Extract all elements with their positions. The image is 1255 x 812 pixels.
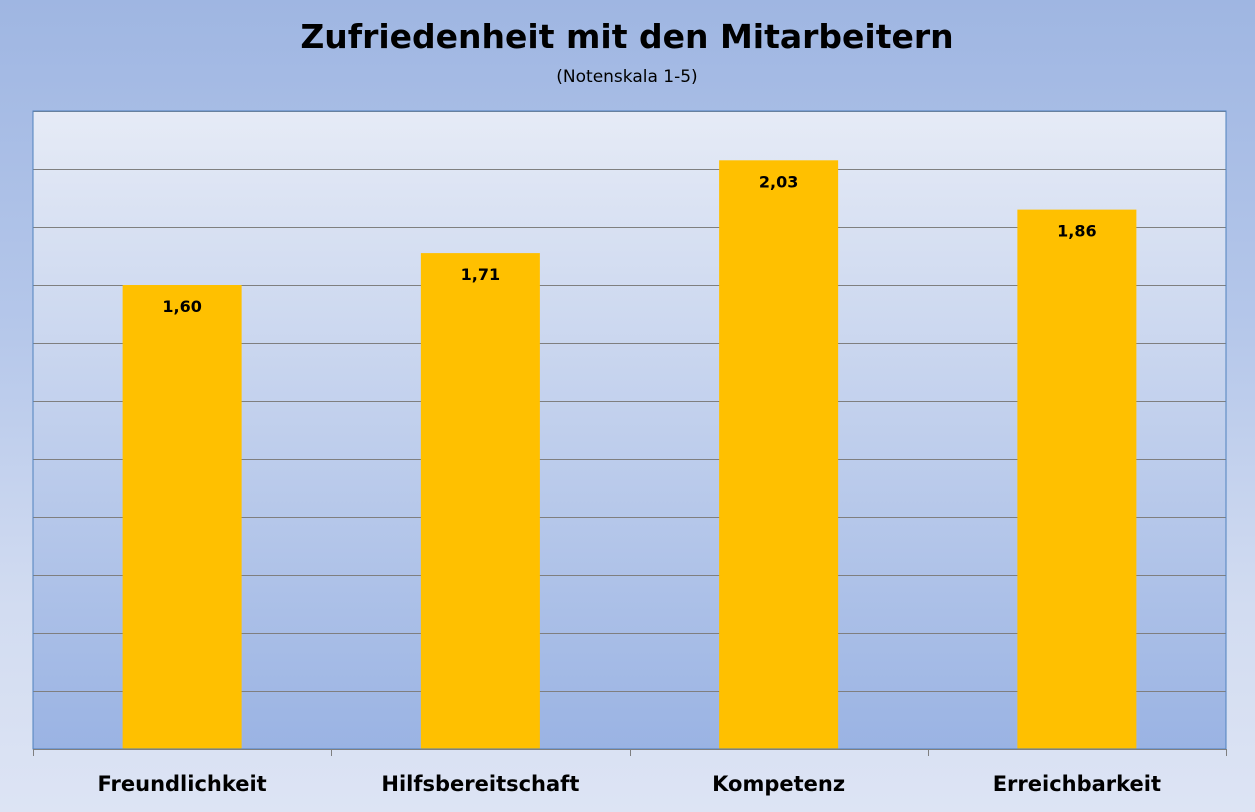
data-label: 1,71 bbox=[461, 265, 500, 284]
category-label: Kompetenz bbox=[712, 772, 845, 796]
category-label: Freundlichkeit bbox=[98, 772, 267, 796]
chart-subtitle: (Notenskala 1-5) bbox=[556, 67, 697, 87]
bar-kompetenz bbox=[719, 160, 839, 750]
x-axis bbox=[33, 749, 1227, 756]
bar-hilfsbereitschaft bbox=[420, 253, 540, 749]
bars bbox=[122, 160, 1137, 750]
bar-erreichbarkeit bbox=[1017, 209, 1137, 750]
bar-freundlichkeit bbox=[122, 285, 242, 749]
category-label: Erreichbarkeit bbox=[993, 772, 1161, 796]
chart-title: Zufriedenheit mit den Mitarbeitern bbox=[300, 17, 953, 56]
category-label: Hilfsbereitschaft bbox=[381, 772, 579, 796]
data-label: 2,03 bbox=[759, 172, 798, 191]
data-label: 1,86 bbox=[1057, 222, 1096, 241]
labels: 1,60 Freundlichkeit 1,71 Hilfsbereitschaft 2… bbox=[98, 172, 1162, 796]
data-label: 1,60 bbox=[162, 297, 201, 316]
